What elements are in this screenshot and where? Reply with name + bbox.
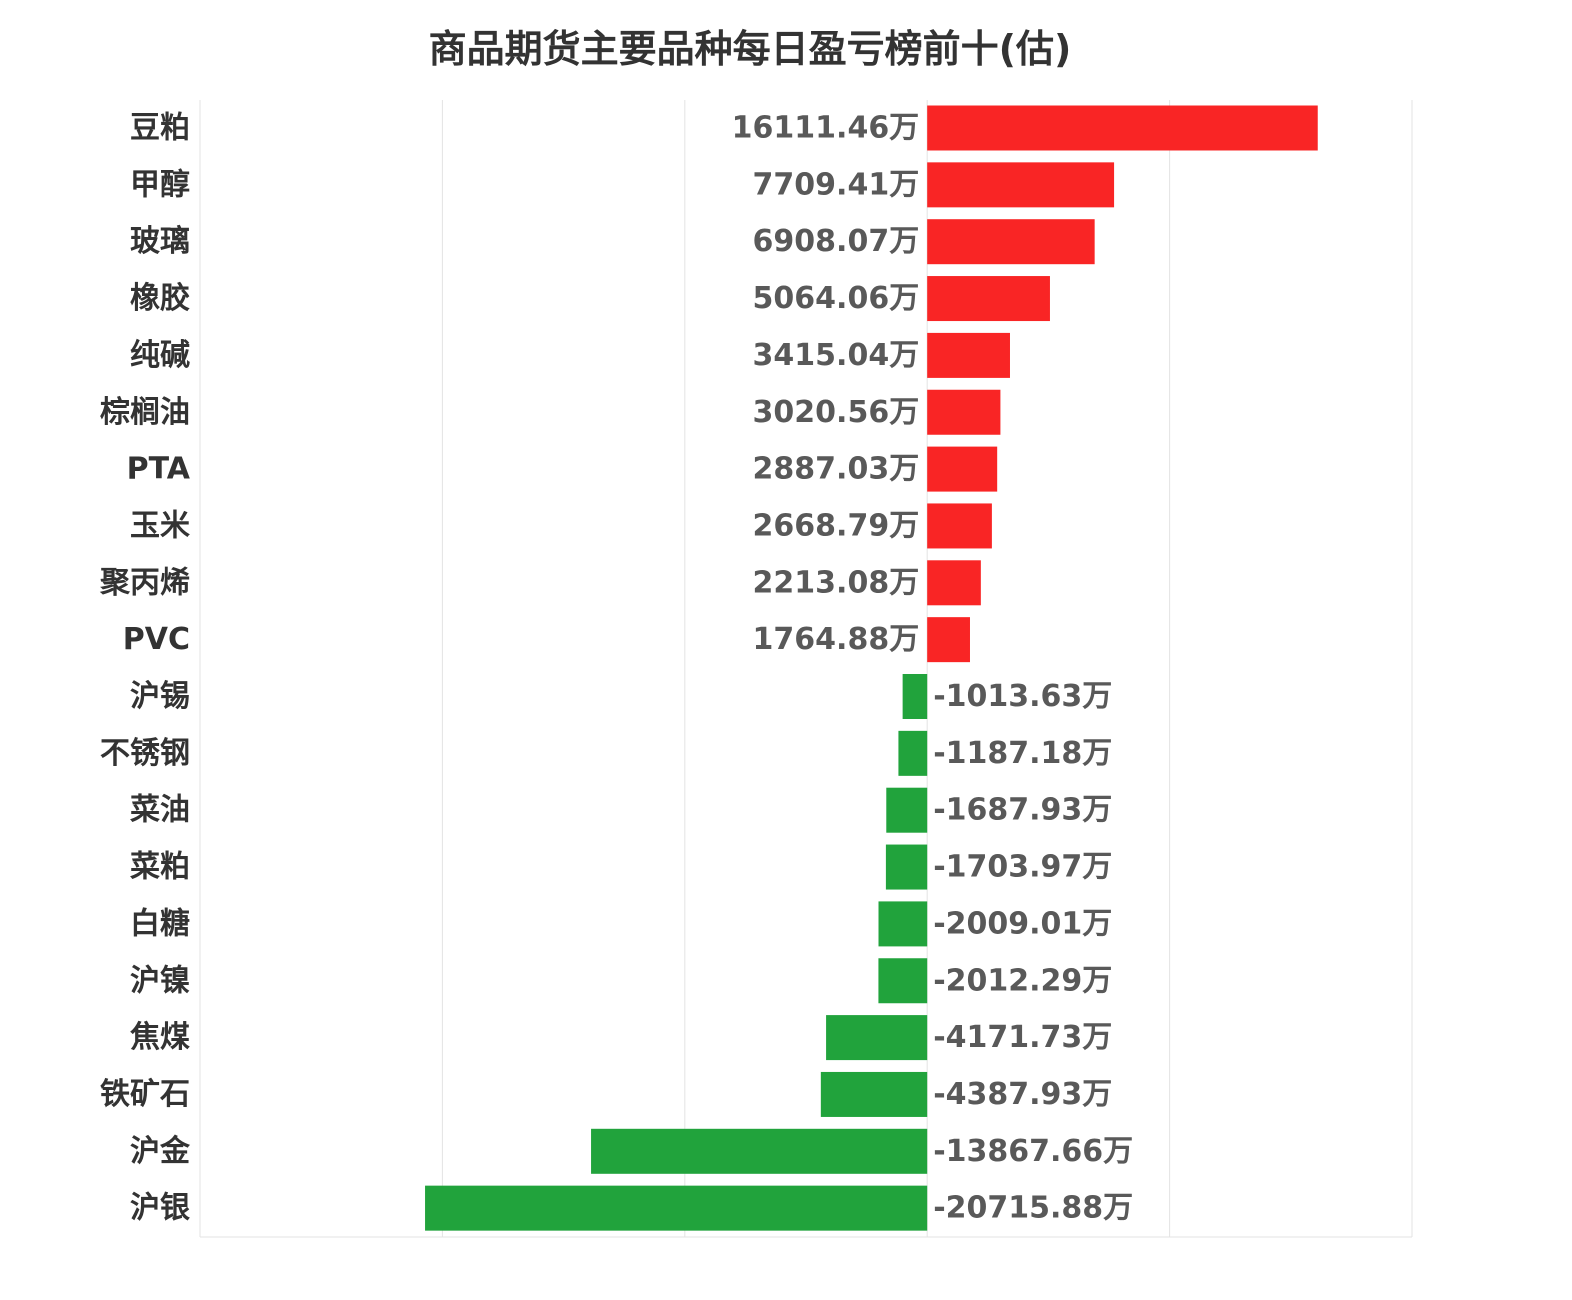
- data-label: -1687.93万: [933, 793, 1112, 828]
- data-label: -1013.63万: [933, 679, 1112, 714]
- category-label: 豆粕: [130, 111, 190, 146]
- category-label: PVC: [123, 622, 190, 657]
- bar-1: [927, 105, 1318, 151]
- bar-18: [820, 1071, 928, 1117]
- category-label: 玻璃: [130, 224, 190, 259]
- category-label: PTA: [127, 452, 191, 487]
- data-label: -4171.73万: [933, 1020, 1112, 1055]
- category-label: 焦煤: [130, 1020, 190, 1055]
- bar-3: [927, 219, 1095, 265]
- data-label: -2009.01万: [933, 906, 1112, 941]
- bar-10: [927, 617, 970, 663]
- data-label: 2213.08万: [753, 565, 920, 600]
- data-label: 5064.06万: [753, 281, 920, 316]
- bar-7: [927, 446, 998, 492]
- data-label: 2887.03万: [753, 452, 920, 487]
- data-label: 3415.04万: [753, 338, 920, 373]
- category-label: 沪镍: [130, 963, 190, 998]
- bar-15: [878, 901, 928, 947]
- category-label: 铁矿石: [100, 1077, 190, 1112]
- data-label: -1703.97万: [933, 850, 1112, 885]
- bar-5: [927, 332, 1010, 378]
- category-label: 沪银: [130, 1191, 190, 1226]
- value-labels: 16111.46万 7709.41万 6908.07万 5064.06万 3415.04…: [732, 111, 1133, 1226]
- category-label: 纯碱: [130, 338, 190, 373]
- chart-title: 商品期货主要品种每日盈亏榜前十(估): [428, 27, 1072, 71]
- bar-6: [927, 389, 1001, 435]
- data-label: 1764.88万: [753, 622, 920, 657]
- category-label: 橡胶: [130, 281, 190, 316]
- category-label: 不锈钢: [100, 736, 190, 771]
- bar-12: [898, 730, 928, 776]
- category-label: 沪锡: [130, 679, 190, 714]
- category-label: 白糖: [130, 906, 190, 941]
- data-label: 2668.79万: [753, 508, 920, 543]
- bar-8: [927, 503, 992, 549]
- bar-20: [425, 1185, 928, 1231]
- bar-2: [927, 162, 1115, 208]
- gridlines: [199, 100, 1413, 1238]
- data-label: 6908.07万: [753, 224, 920, 259]
- data-label: -13867.66万: [933, 1134, 1133, 1169]
- bar-16: [878, 958, 928, 1004]
- category-label: 菜油: [130, 793, 190, 828]
- bars: [425, 105, 1318, 1231]
- data-label: -4387.93万: [933, 1077, 1112, 1112]
- data-label: 3020.56万: [753, 395, 920, 430]
- bar-17: [826, 1015, 928, 1061]
- data-label: 16111.46万: [732, 111, 920, 146]
- data-label: -20715.88万: [933, 1191, 1133, 1226]
- category-label: 甲醇: [130, 167, 190, 202]
- bar-4: [927, 276, 1050, 322]
- bar-9: [927, 560, 981, 606]
- data-label: -2012.29万: [933, 963, 1112, 998]
- category-label: 玉米: [130, 508, 190, 543]
- category-label: 聚丙烯: [99, 565, 190, 600]
- bar-13: [886, 787, 928, 833]
- data-label: 7709.41万: [753, 167, 920, 202]
- bar-19: [591, 1128, 928, 1174]
- bar-11: [902, 674, 928, 719]
- category-label: 沪金: [130, 1134, 191, 1169]
- data-label: -1187.18万: [933, 736, 1112, 771]
- bar-14: [885, 844, 928, 890]
- category-label: 菜粕: [130, 850, 190, 885]
- category-label: 棕榈油: [100, 395, 190, 430]
